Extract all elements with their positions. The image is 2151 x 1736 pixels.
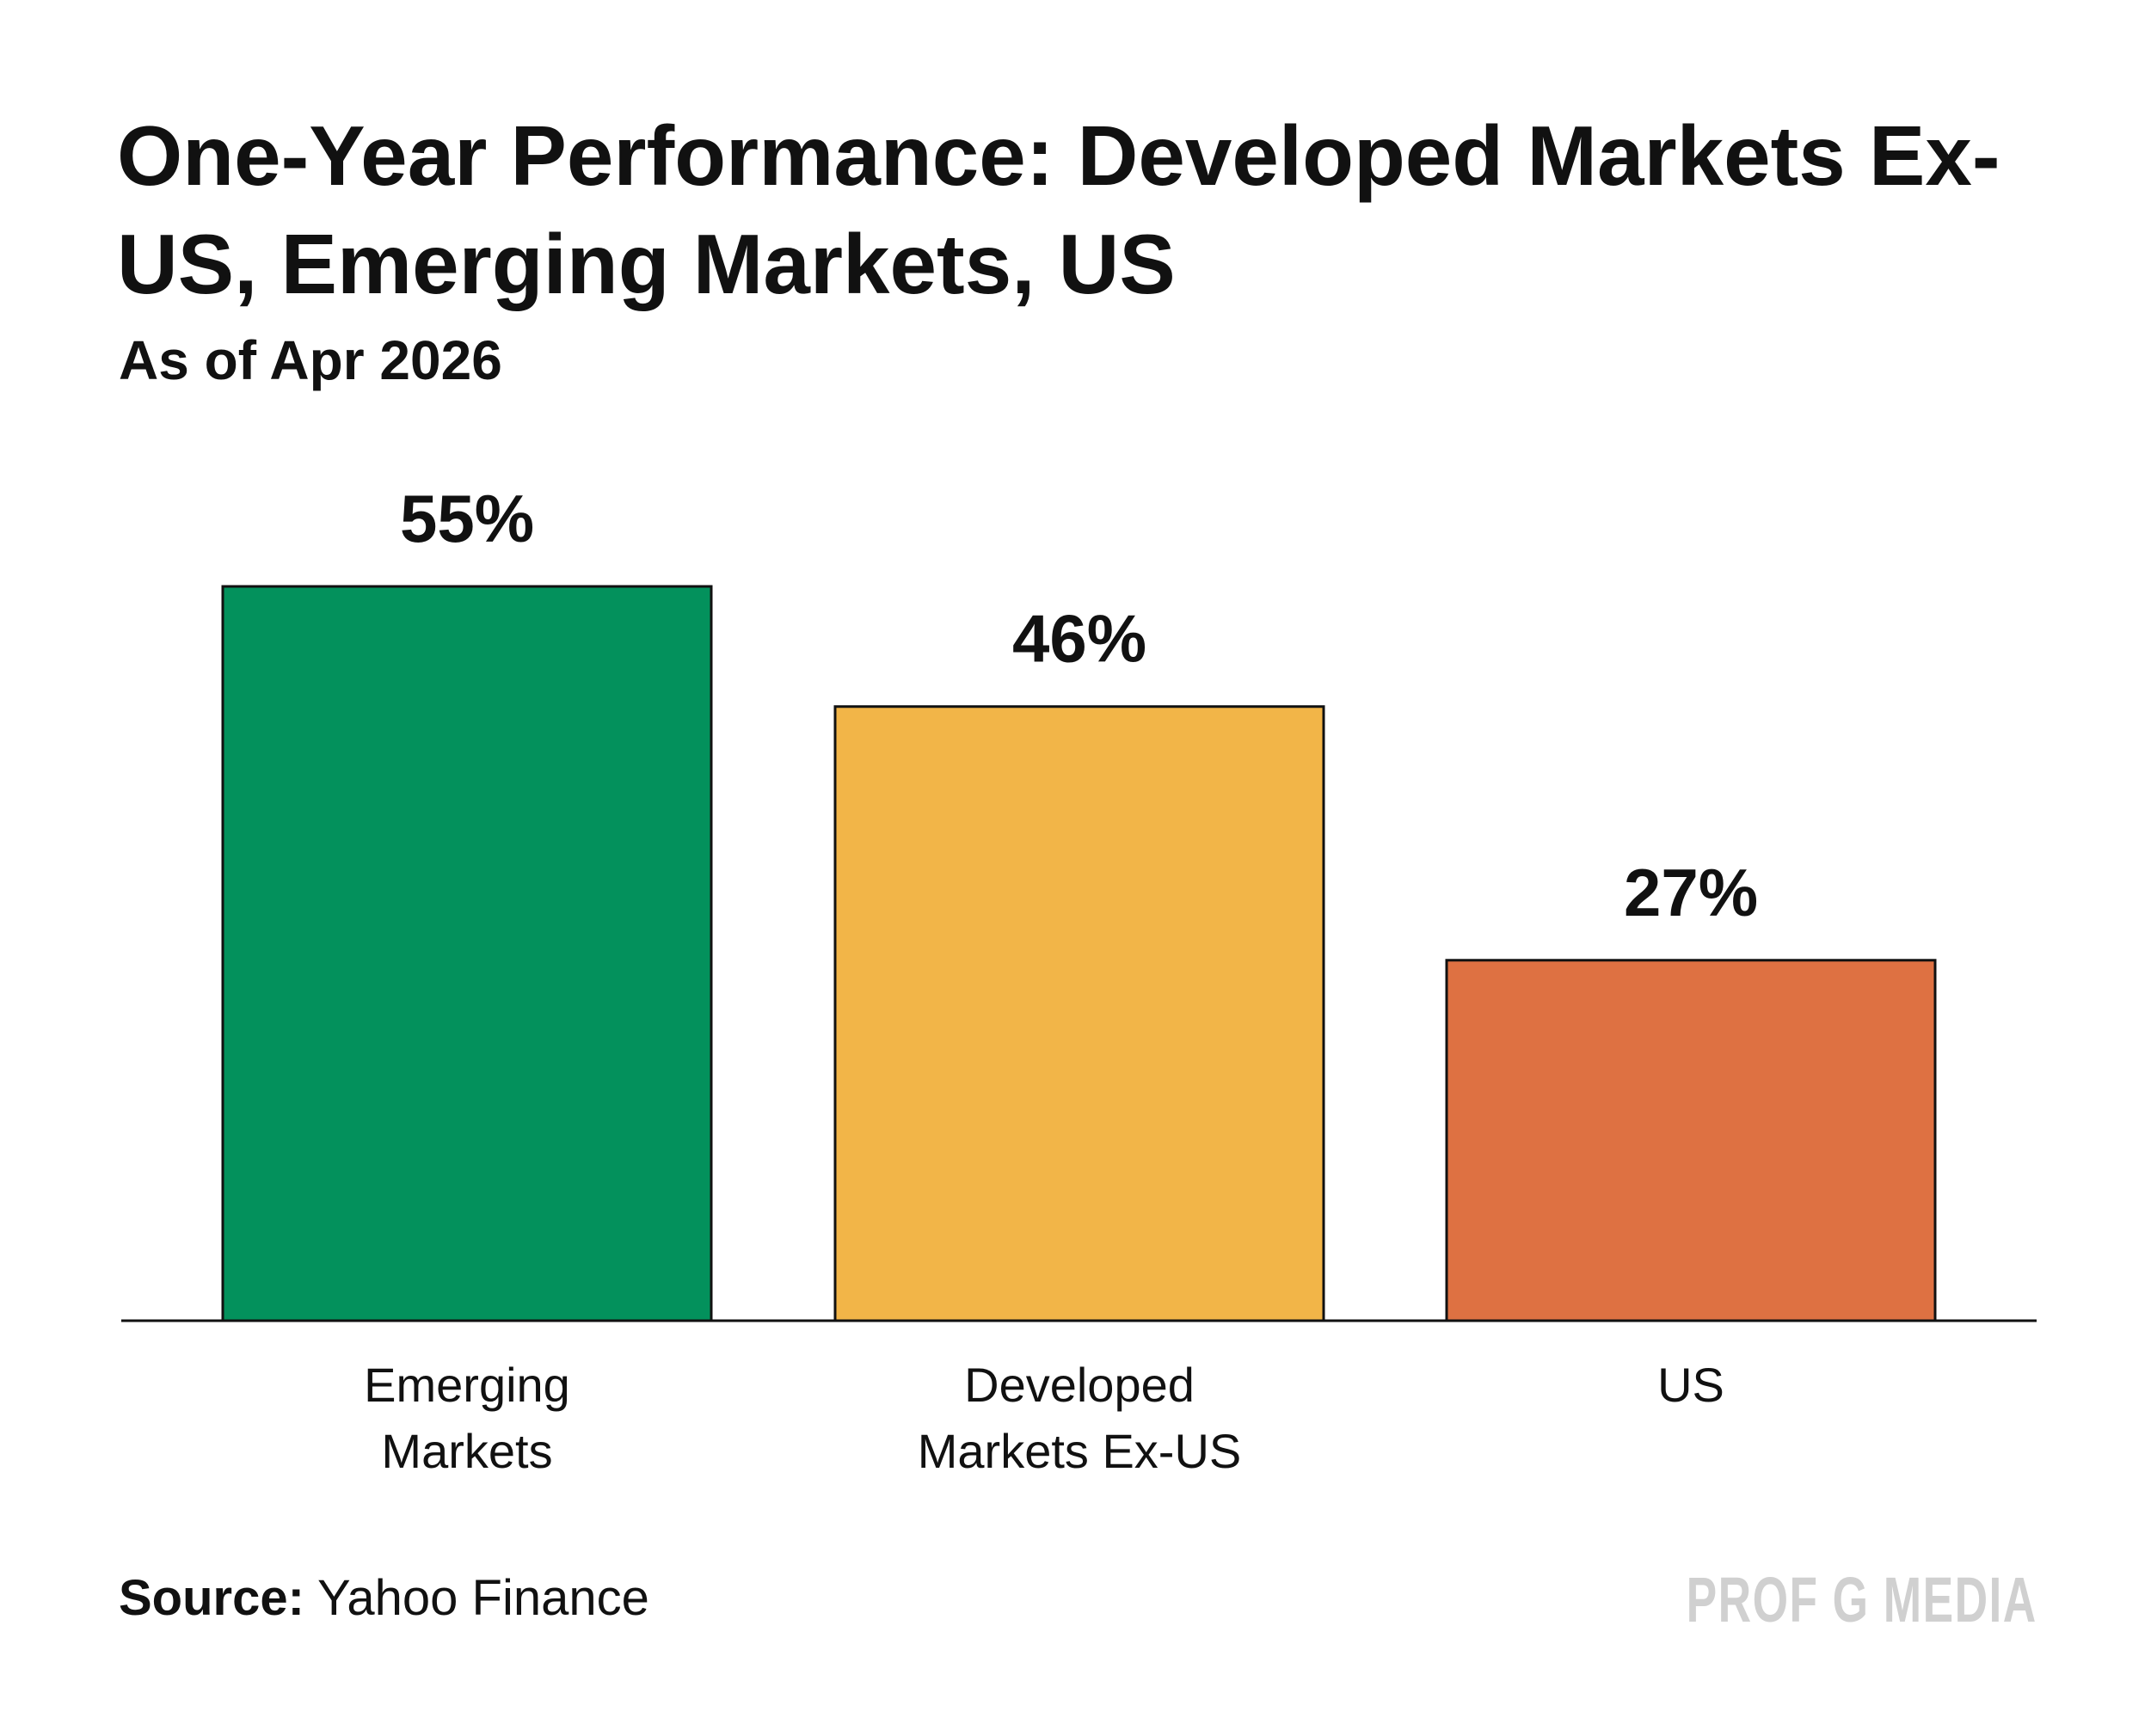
source-value: Yahoo Finance — [317, 1570, 649, 1626]
bar — [1445, 959, 1937, 1322]
data-label: 46% — [1012, 601, 1146, 677]
data-label: 27% — [1624, 855, 1758, 930]
chart-title: One-Year Performance: Developed Markets … — [117, 108, 2000, 311]
brand-logo: PROF G MEDIA — [1686, 1564, 2037, 1635]
x-tick-label: Developed — [964, 1358, 1195, 1412]
data-label: 55% — [400, 481, 534, 556]
x-tick-label: US — [1657, 1358, 1724, 1412]
x-tick-label: Emerging — [364, 1358, 570, 1412]
source-note: Source: Yahoo Finance — [119, 1569, 649, 1627]
bar — [221, 585, 713, 1322]
x-tick-label: Markets Ex-US — [918, 1424, 1242, 1478]
x-tick-label: Markets — [381, 1424, 552, 1478]
bar — [833, 705, 1325, 1322]
chart-subtitle: As of Apr 2026 — [119, 329, 502, 391]
source-label: Source: — [119, 1570, 304, 1626]
